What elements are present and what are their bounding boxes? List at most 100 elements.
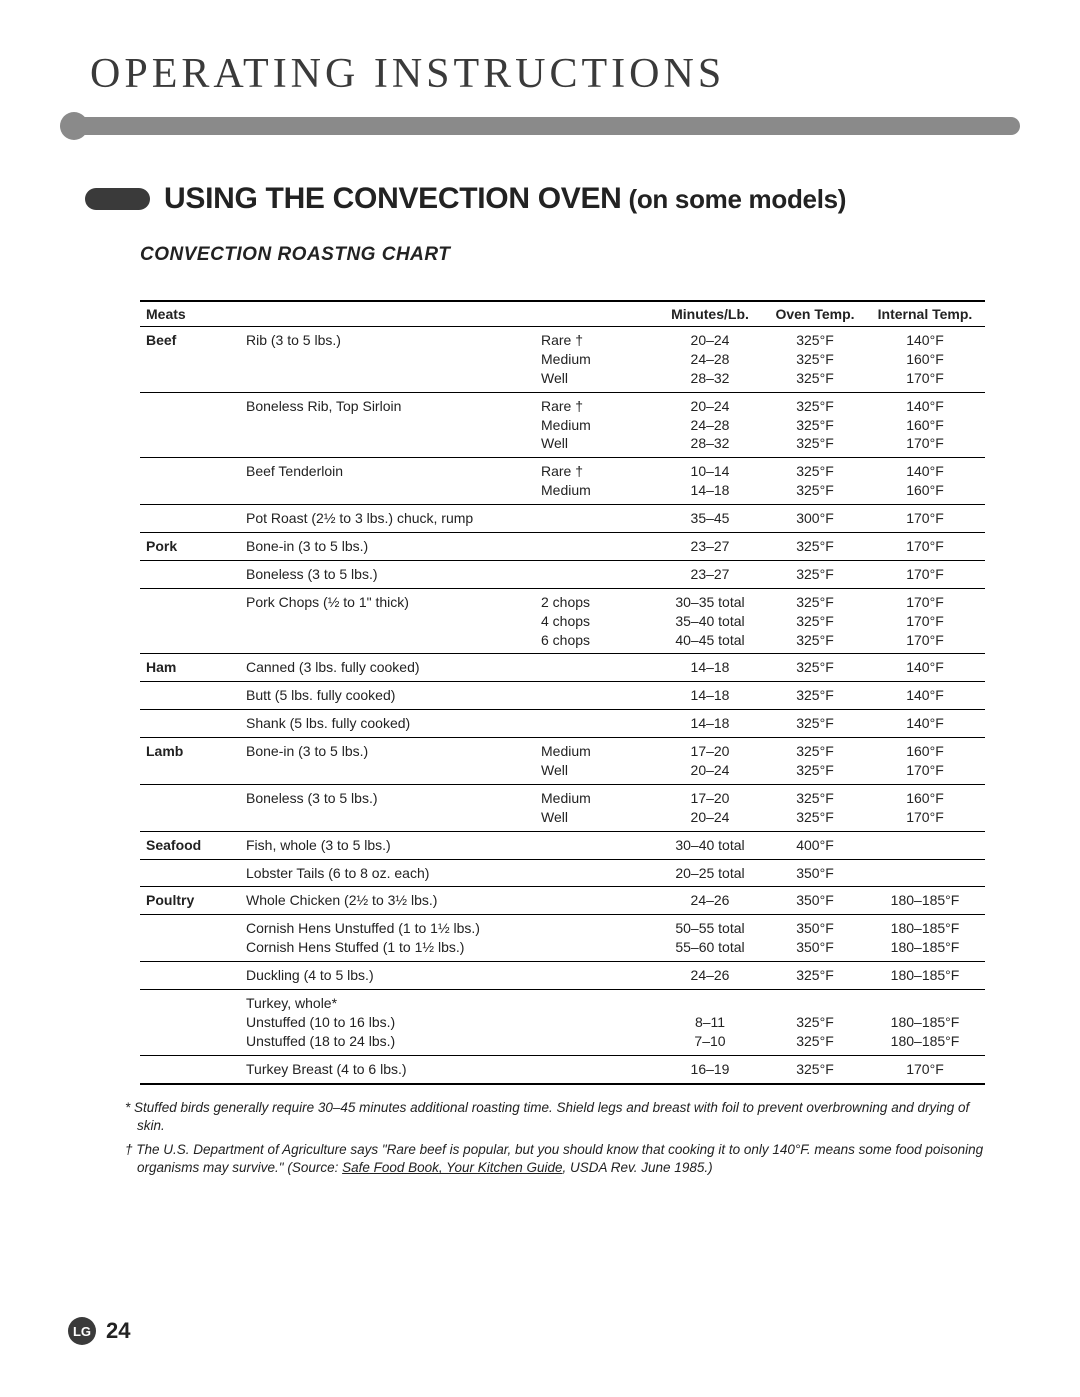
section-bullet	[85, 188, 150, 210]
cell-category	[140, 682, 240, 710]
cell-description: Shank (5 lbs. fully cooked)	[240, 710, 535, 738]
cell-description: Boneless (3 to 5 lbs.)	[240, 784, 535, 831]
cell-internal-temp	[865, 859, 985, 887]
cell-doneness	[535, 1055, 655, 1083]
cell-doneness	[535, 505, 655, 533]
cell-oven-temp: 325°F	[765, 654, 865, 682]
cell-oven-temp: 325°F	[765, 560, 865, 588]
cell-category: Beef	[140, 327, 240, 393]
table-row: LambBone-in (3 to 5 lbs.)Medium Well17–2…	[140, 738, 985, 785]
footnote-usda: † The U.S. Department of Agriculture say…	[125, 1141, 985, 1177]
section-title-main: USING THE CONVECTION OVEN	[164, 182, 622, 215]
section-title-sub: (on some models)	[622, 184, 847, 214]
cell-internal-temp: 140°F	[865, 710, 985, 738]
cell-doneness: 2 chops 4 chops 6 chops	[535, 588, 655, 654]
table-row: Boneless Rib, Top SirloinRare † Medium W…	[140, 392, 985, 458]
table-row: PorkBone-in (3 to 5 lbs.) 23–27325°F170°…	[140, 533, 985, 561]
cell-doneness	[535, 915, 655, 962]
cell-description: Whole Chicken (2½ to 3½ lbs.)	[240, 887, 535, 915]
table-row: Pork Chops (½ to 1" thick)2 chops 4 chop…	[140, 588, 985, 654]
cell-doneness: Rare † Medium	[535, 458, 655, 505]
cell-internal-temp: 160°F 170°F	[865, 784, 985, 831]
cell-oven-temp: 325°F	[765, 682, 865, 710]
cell-minutes: 17–20 20–24	[655, 738, 765, 785]
page-header: OPERATING INSTRUCTIONS	[90, 50, 1020, 98]
section-title: USING THE CONVECTION OVEN (on some model…	[164, 182, 846, 216]
cell-category	[140, 505, 240, 533]
cell-internal-temp: 140°F 160°F	[865, 458, 985, 505]
roasting-table: Meats Minutes/Lb. Oven Temp. Internal Te…	[140, 300, 985, 1085]
table-row: BeefRib (3 to 5 lbs.)Rare † Medium Well2…	[140, 327, 985, 393]
table-row: Turkey, whole* Unstuffed (10 to 16 lbs.)…	[140, 990, 985, 1056]
cell-description: Fish, whole (3 to 5 lbs.)	[240, 831, 535, 859]
cell-category	[140, 962, 240, 990]
col-header-desc	[240, 301, 535, 327]
footnote-usda-source: Safe Food Book, Your Kitchen Guide	[342, 1160, 562, 1175]
cell-category: Seafood	[140, 831, 240, 859]
cell-minutes: 20–24 24–28 28–32	[655, 327, 765, 393]
table-row: SeafoodFish, whole (3 to 5 lbs.) 30–40 t…	[140, 831, 985, 859]
cell-oven-temp: 325°F 325°F 325°F	[765, 588, 865, 654]
cell-category	[140, 392, 240, 458]
table-row: Beef TenderloinRare † Medium10–14 14–183…	[140, 458, 985, 505]
cell-category: Lamb	[140, 738, 240, 785]
cell-minutes: 20–24 24–28 28–32	[655, 392, 765, 458]
cell-description: Beef Tenderloin	[240, 458, 535, 505]
cell-oven-temp: 325°F 325°F 325°F	[765, 392, 865, 458]
cell-doneness	[535, 962, 655, 990]
cell-minutes: 8–11 7–10	[655, 990, 765, 1056]
cell-oven-temp: 325°F	[765, 533, 865, 561]
cell-doneness: Rare † Medium Well	[535, 327, 655, 393]
cell-internal-temp: 160°F 170°F	[865, 738, 985, 785]
cell-oven-temp: 325°F 325°F	[765, 990, 865, 1056]
cell-oven-temp: 350°F 350°F	[765, 915, 865, 962]
cell-internal-temp: 180–185°F 180–185°F	[865, 915, 985, 962]
cell-oven-temp: 325°F 325°F	[765, 784, 865, 831]
cell-doneness: Rare † Medium Well	[535, 392, 655, 458]
cell-description: Lobster Tails (6 to 8 oz. each)	[240, 859, 535, 887]
cell-minutes: 14–18	[655, 682, 765, 710]
cell-internal-temp: 170°F	[865, 560, 985, 588]
table-header-row: Meats Minutes/Lb. Oven Temp. Internal Te…	[140, 301, 985, 327]
cell-description: Pork Chops (½ to 1" thick)	[240, 588, 535, 654]
col-header-minutes: Minutes/Lb.	[655, 301, 765, 327]
cell-description: Butt (5 lbs. fully cooked)	[240, 682, 535, 710]
cell-description: Turkey, whole* Unstuffed (10 to 16 lbs.)…	[240, 990, 535, 1056]
cell-description: Pot Roast (2½ to 3 lbs.) chuck, rump	[240, 505, 535, 533]
cell-internal-temp: 170°F	[865, 533, 985, 561]
table-row: Duckling (4 to 5 lbs.) 24–26325°F180–185…	[140, 962, 985, 990]
header-rule	[60, 112, 1020, 140]
col-header-doneness	[535, 301, 655, 327]
cell-category	[140, 990, 240, 1056]
cell-description: Rib (3 to 5 lbs.)	[240, 327, 535, 393]
lg-logo-icon: LG	[68, 1317, 96, 1345]
cell-doneness	[535, 710, 655, 738]
page-number: 24	[106, 1318, 130, 1344]
footnotes: * Stuffed birds generally require 30–45 …	[125, 1099, 985, 1178]
cell-minutes: 30–40 total	[655, 831, 765, 859]
cell-minutes: 30–35 total 35–40 total 40–45 total	[655, 588, 765, 654]
cell-minutes: 24–26	[655, 962, 765, 990]
cell-internal-temp: 140°F 160°F 170°F	[865, 392, 985, 458]
cell-oven-temp: 325°F	[765, 962, 865, 990]
chart-title: CONVECTION ROASTNG CHART	[140, 244, 1020, 266]
cell-oven-temp: 325°F 325°F	[765, 738, 865, 785]
cell-oven-temp: 350°F	[765, 887, 865, 915]
cell-minutes: 10–14 14–18	[655, 458, 765, 505]
rule-line	[80, 117, 1020, 135]
cell-doneness	[535, 859, 655, 887]
section-title-row: USING THE CONVECTION OVEN (on some model…	[85, 182, 1020, 216]
cell-description: Bone-in (3 to 5 lbs.)	[240, 533, 535, 561]
table-row: Turkey Breast (4 to 6 lbs.) 16–19325°F17…	[140, 1055, 985, 1083]
cell-description: Boneless Rib, Top Sirloin	[240, 392, 535, 458]
cell-category	[140, 588, 240, 654]
table-row: Boneless (3 to 5 lbs.)Medium Well17–20 2…	[140, 784, 985, 831]
cell-internal-temp: 140°F	[865, 654, 985, 682]
table-row: Shank (5 lbs. fully cooked) 14–18325°F14…	[140, 710, 985, 738]
cell-minutes: 14–18	[655, 710, 765, 738]
cell-internal-temp: 180–185°F 180–185°F	[865, 990, 985, 1056]
cell-category: Pork	[140, 533, 240, 561]
cell-category	[140, 915, 240, 962]
cell-minutes: 24–26	[655, 887, 765, 915]
table-row: Butt (5 lbs. fully cooked) 14–18325°F140…	[140, 682, 985, 710]
